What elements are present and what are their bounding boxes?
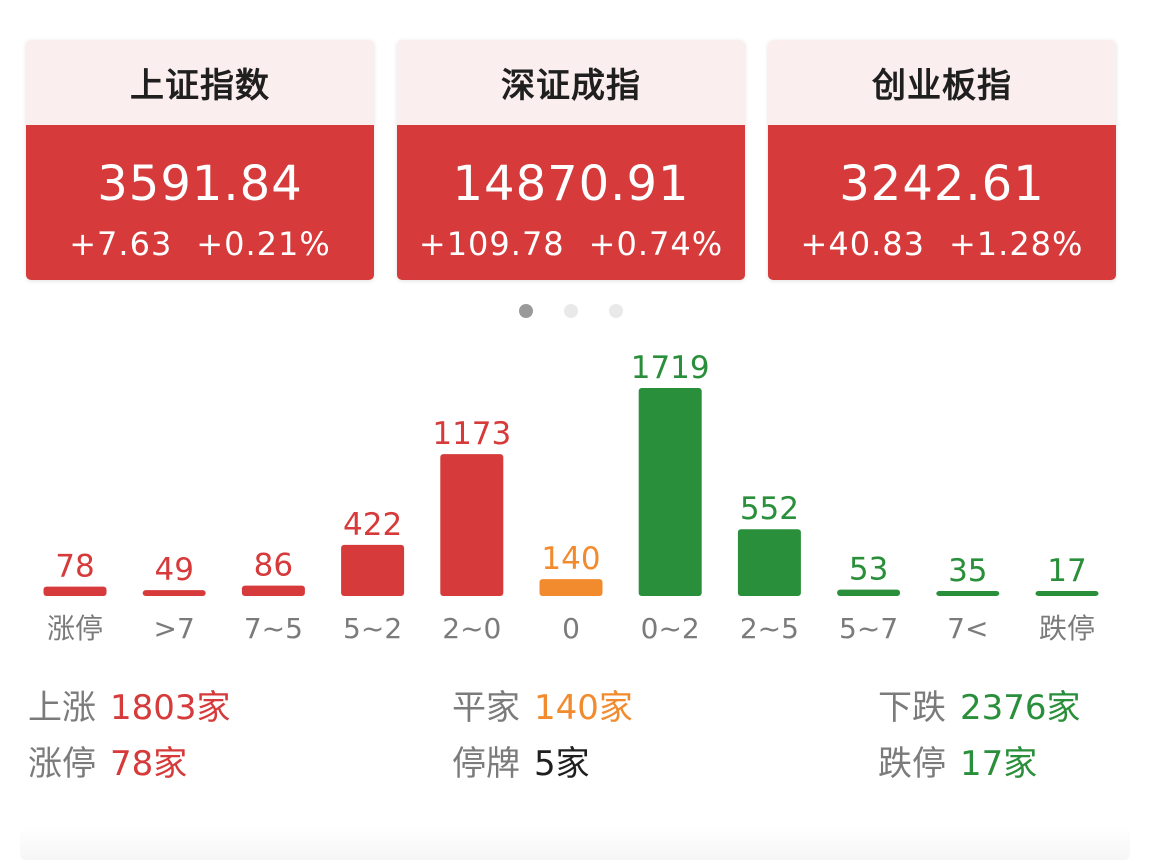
stat-label: 跌停: [878, 744, 946, 784]
distribution-bar-chart: 78 涨停 49 >7 86 7~5 422 5~2 1173 2~0 140 0 1719 0~2 552…: [43, 350, 1099, 645]
bar-0[interactable]: [539, 579, 603, 596]
index-name: 深证成指: [397, 40, 745, 125]
bar-value-label: 86: [254, 548, 293, 584]
stat-value: 2376家: [960, 688, 1081, 728]
stat-label: 下跌: [878, 688, 946, 728]
index-card-shanghai[interactable]: 上证指数 3591.84 +7.63 +0.21%: [26, 40, 374, 280]
category-label: >7: [154, 612, 195, 645]
index-name: 创业板指: [768, 40, 1116, 125]
index-body: 14870.91 +109.78 +0.74%: [397, 125, 745, 280]
category-label: 2~5: [740, 612, 799, 645]
index-body: 3591.84 +7.63 +0.21%: [26, 125, 374, 280]
stat-flat: 平家 140家: [452, 680, 633, 729]
index-change-row: +109.78 +0.74%: [397, 225, 745, 263]
stat-down: 下跌 2376家: [878, 680, 1081, 729]
category-label: 0~2: [641, 612, 700, 645]
bar-value-label: 1719: [631, 350, 710, 386]
bar-value-label: 35: [948, 553, 987, 589]
stat-limit-up: 涨停 78家: [28, 736, 187, 785]
index-change: +109.78: [418, 225, 565, 263]
index-cards: 上证指数 3591.84 +7.63 +0.21% 深证成指 14870.91 +…: [0, 0, 1150, 290]
stat-value: 17家: [960, 744, 1038, 784]
index-value: 3242.61: [839, 156, 1045, 212]
category-label: 7<: [947, 612, 988, 645]
index-change: +40.83: [800, 225, 925, 263]
bar-5~7[interactable]: [837, 589, 901, 596]
category-label: 5~7: [839, 612, 898, 645]
bar-涨停[interactable]: [43, 586, 107, 596]
bar-跌停[interactable]: [1035, 591, 1099, 596]
stat-label: 涨停: [28, 744, 96, 784]
stat-label: 停牌: [452, 744, 520, 784]
index-card-chinext[interactable]: 创业板指 3242.61 +40.83 +1.28%: [768, 40, 1116, 280]
bar-value-label: 53: [849, 552, 888, 588]
bottom-panel-edge: [20, 826, 1130, 860]
bar-7<[interactable]: [936, 591, 1000, 596]
category-label: 5~2: [343, 612, 402, 645]
category-label: 涨停: [47, 612, 103, 645]
pager-dot[interactable]: [564, 304, 578, 318]
bar-value-label: 49: [154, 552, 193, 588]
category-label: 7~5: [244, 612, 303, 645]
market-stats: 上涨 1803家 涨停 78家 平家 140家 停牌 5家 下跌 2376家 跌停 17家: [0, 672, 1150, 792]
pager-dot[interactable]: [519, 304, 533, 318]
bar-value-label: 422: [343, 507, 402, 543]
stat-value: 5家: [534, 744, 590, 784]
index-card-shenzhen[interactable]: 深证成指 14870.91 +109.78 +0.74%: [397, 40, 745, 280]
stat-limit-down: 跌停 17家: [878, 736, 1037, 785]
bar-5~2[interactable]: [341, 544, 405, 596]
bar-2~0[interactable]: [440, 454, 504, 596]
bar-value-label: 552: [740, 491, 799, 527]
bar-value-label: 17: [1047, 553, 1086, 589]
bar-value-label: 1173: [432, 416, 511, 452]
bar->7[interactable]: [142, 590, 206, 596]
bar-2~5[interactable]: [737, 529, 801, 596]
category-label: 2~0: [442, 612, 501, 645]
category-label: 0: [562, 612, 580, 645]
index-value: 14870.91: [452, 156, 690, 212]
index-body: 3242.61 +40.83 +1.28%: [768, 125, 1116, 280]
stat-up: 上涨 1803家: [28, 680, 231, 729]
index-change-pct: +1.28%: [948, 225, 1084, 263]
bar-0~2[interactable]: [638, 388, 702, 596]
stat-value: 140家: [534, 688, 633, 728]
stat-label: 平家: [452, 688, 520, 728]
stat-value: 1803家: [110, 688, 231, 728]
pager-dot[interactable]: [609, 304, 623, 318]
stat-label: 上涨: [28, 688, 96, 728]
bar-7~5[interactable]: [241, 585, 305, 596]
index-change-row: +7.63 +0.21%: [26, 225, 374, 263]
stat-suspended: 停牌 5家: [452, 736, 590, 785]
index-value: 3591.84: [97, 156, 303, 212]
category-label: 跌停: [1039, 612, 1095, 645]
index-change-pct: +0.74%: [588, 225, 724, 263]
bar-value-label: 78: [55, 549, 94, 585]
index-change: +7.63: [69, 225, 173, 263]
index-change-pct: +0.21%: [196, 225, 331, 263]
stat-value: 78家: [110, 744, 188, 784]
index-name: 上证指数: [26, 40, 374, 125]
bar-value-label: 140: [541, 541, 600, 577]
pager-dots: [0, 304, 1150, 320]
index-change-row: +40.83 +1.28%: [768, 225, 1116, 263]
